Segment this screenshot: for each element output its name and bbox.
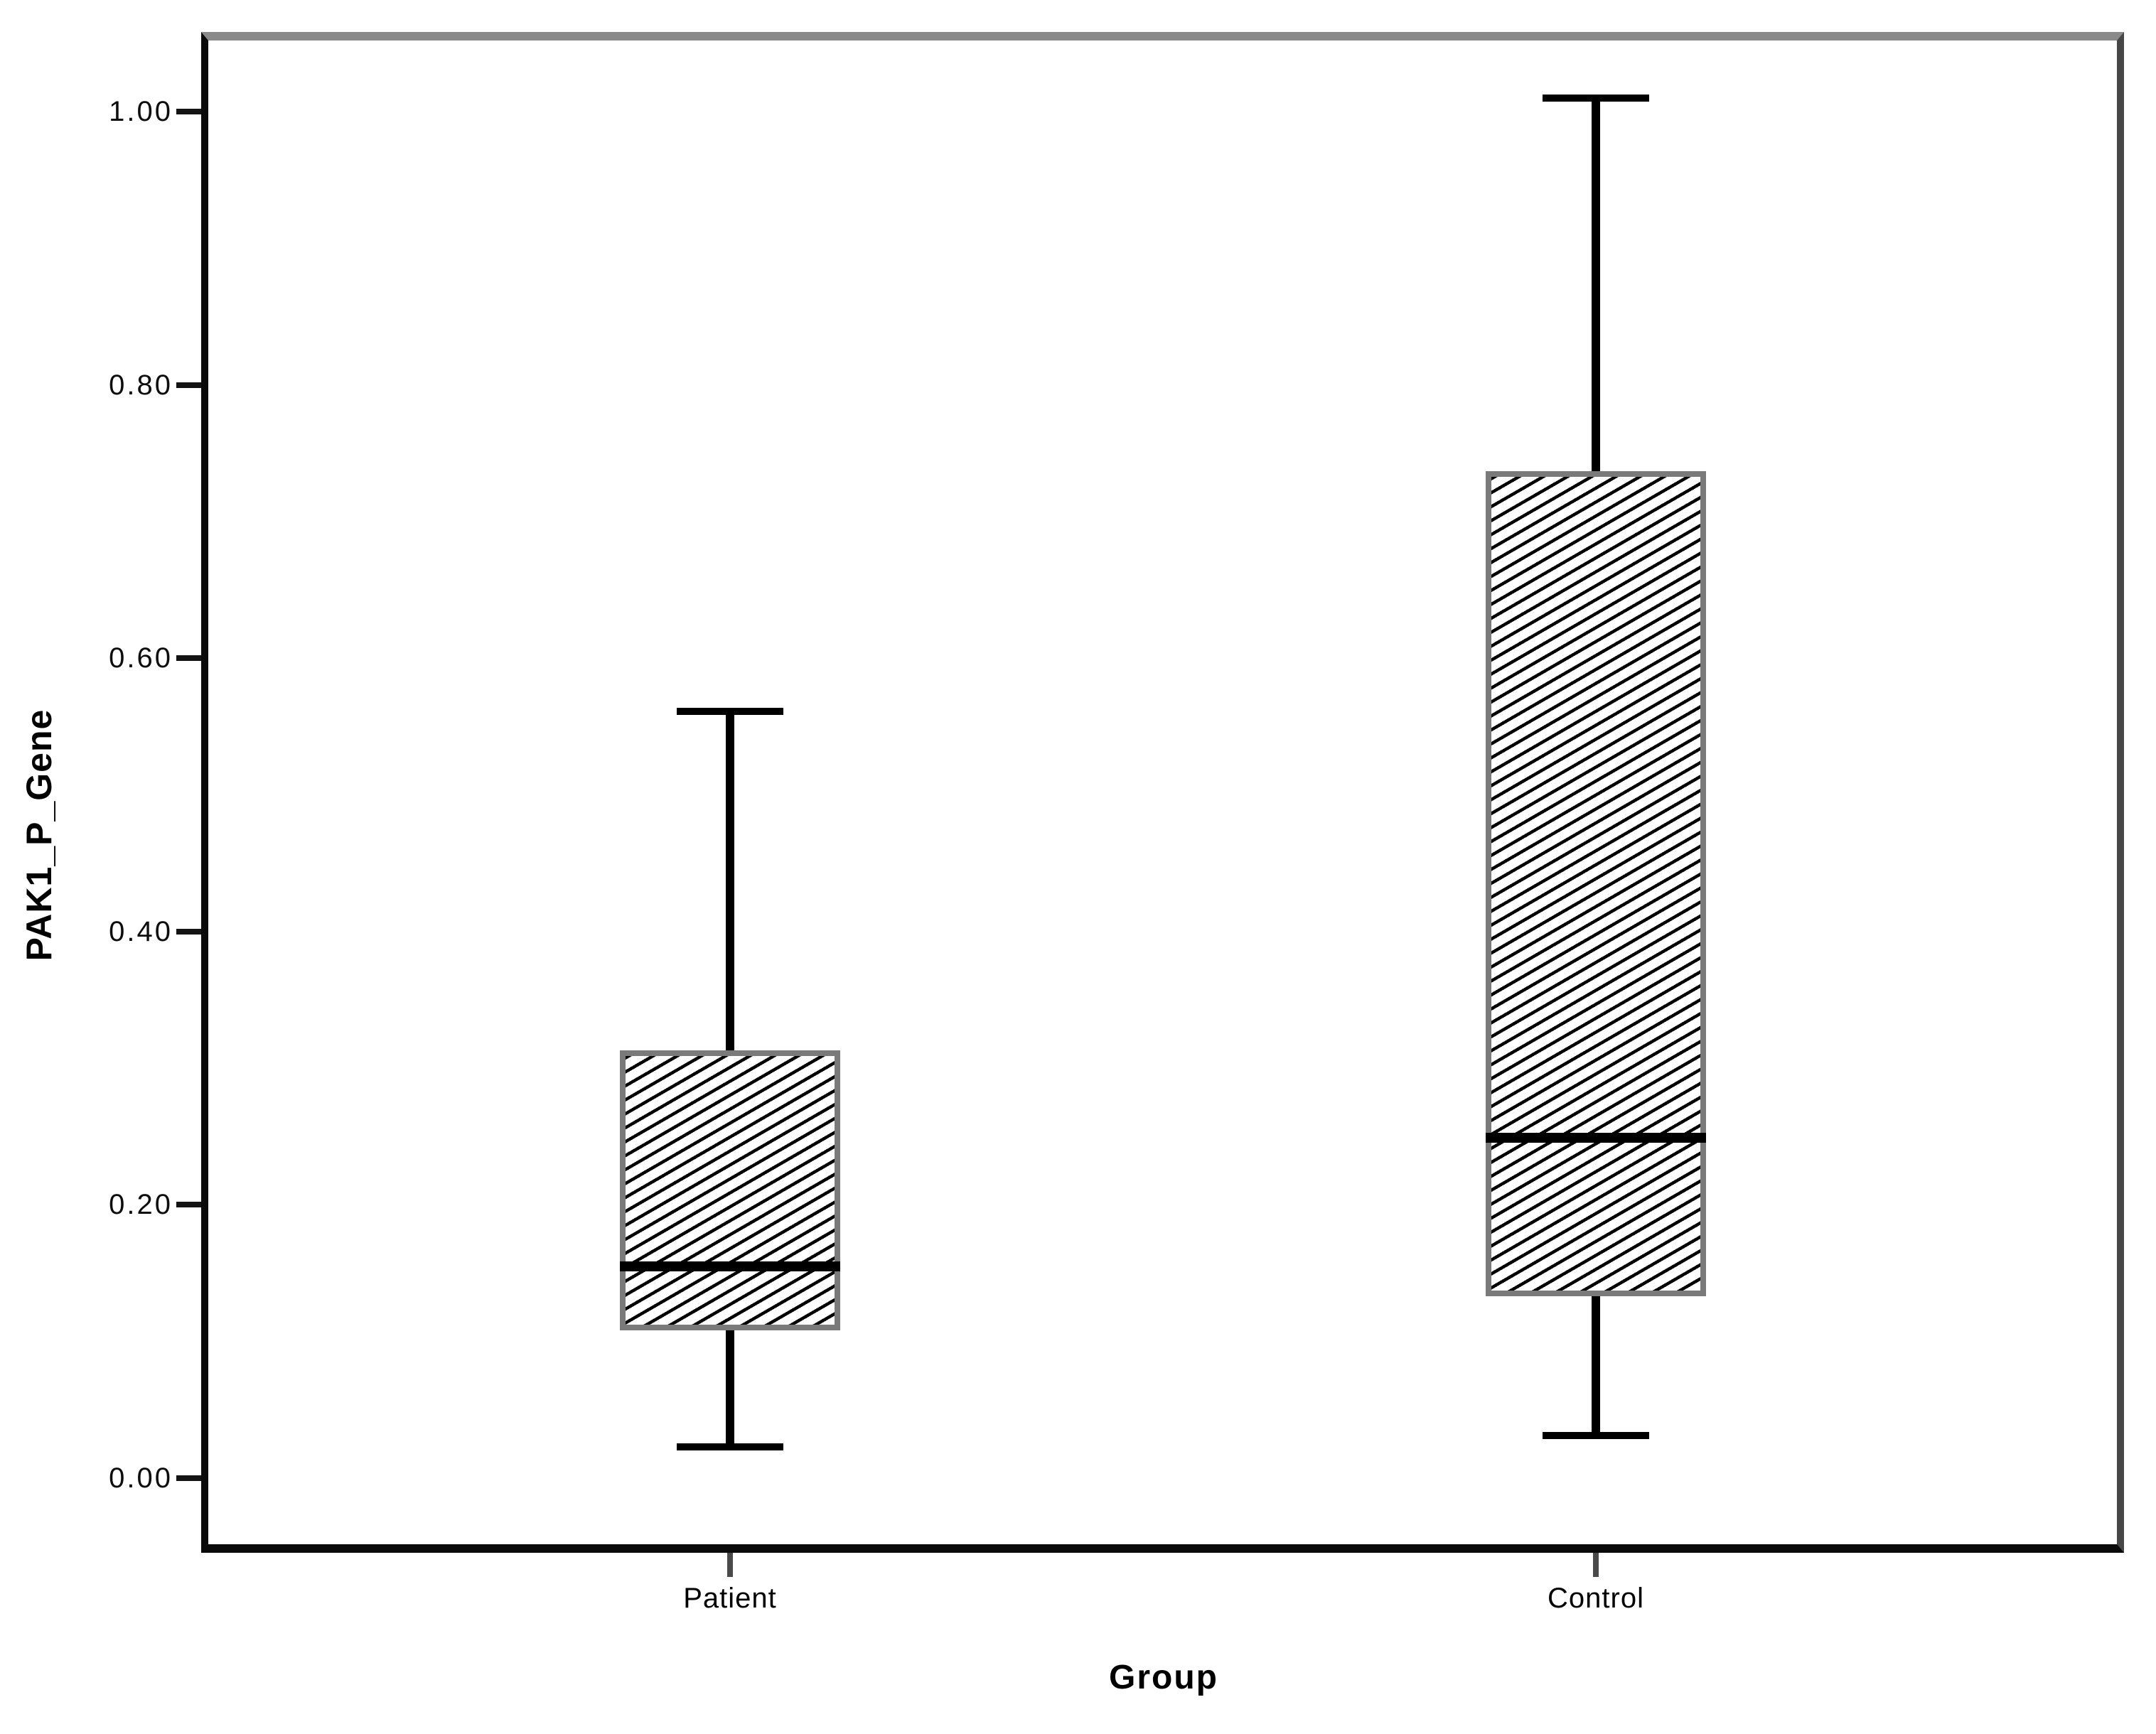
upper-whisker-line-patient xyxy=(726,711,734,1051)
upper-whisker-line-control xyxy=(1592,97,1600,471)
lower-whisker-line-patient xyxy=(726,1330,734,1447)
lower-whisker-cap-control xyxy=(1543,1432,1649,1440)
lower-whisker-line-control xyxy=(1592,1296,1600,1436)
y-tick-mark xyxy=(176,382,201,388)
x-tick-mark xyxy=(1593,1553,1599,1577)
y-tick-mark xyxy=(176,1202,201,1208)
x-category-label: Control xyxy=(1548,1583,1644,1614)
y-tick-mark xyxy=(176,928,201,935)
upper-whisker-cap-control xyxy=(1543,94,1649,102)
y-tick-label: 0.40 xyxy=(109,915,173,947)
y-tick-mark xyxy=(176,109,201,114)
y-tick-mark xyxy=(176,655,201,662)
x-tick-mark xyxy=(727,1553,733,1577)
median-line-patient xyxy=(620,1261,840,1271)
iqr-box-control xyxy=(1486,470,1706,1297)
lower-whisker-cap-patient xyxy=(677,1443,783,1450)
median-line-control xyxy=(1486,1133,1706,1143)
y-tick-label: 0.60 xyxy=(109,642,173,674)
x-category-label: Patient xyxy=(683,1583,777,1614)
plot-area-frame xyxy=(201,32,2124,1553)
upper-whisker-cap-patient xyxy=(677,708,783,716)
x-axis-title: Group xyxy=(1109,1659,1218,1696)
y-tick-label: 1.00 xyxy=(109,96,173,127)
iqr-box-patient xyxy=(620,1050,840,1331)
y-tick-label: 0.20 xyxy=(109,1189,173,1221)
y-tick-mark xyxy=(176,1475,201,1481)
y-tick-label: 0.00 xyxy=(109,1463,173,1494)
y-tick-label: 0.80 xyxy=(109,369,173,401)
